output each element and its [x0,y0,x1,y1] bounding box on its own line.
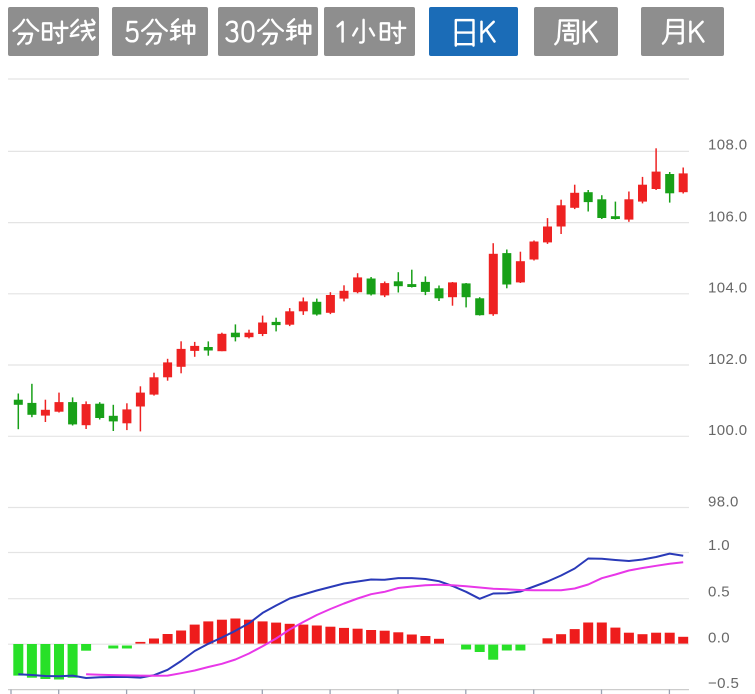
svg-text:104.0: 104.0 [708,280,748,297]
svg-text:98.0: 98.0 [708,493,739,510]
svg-text:102.0: 102.0 [708,351,748,368]
svg-text:1.0: 1.0 [708,537,730,554]
svg-text:108.0: 108.0 [708,137,748,154]
svg-text:−0.5: −0.5 [708,675,739,692]
svg-text:100.0: 100.0 [708,422,748,439]
svg-text:106.0: 106.0 [708,208,748,225]
svg-text:0.0: 0.0 [708,630,730,647]
svg-text:0.5: 0.5 [708,584,730,601]
